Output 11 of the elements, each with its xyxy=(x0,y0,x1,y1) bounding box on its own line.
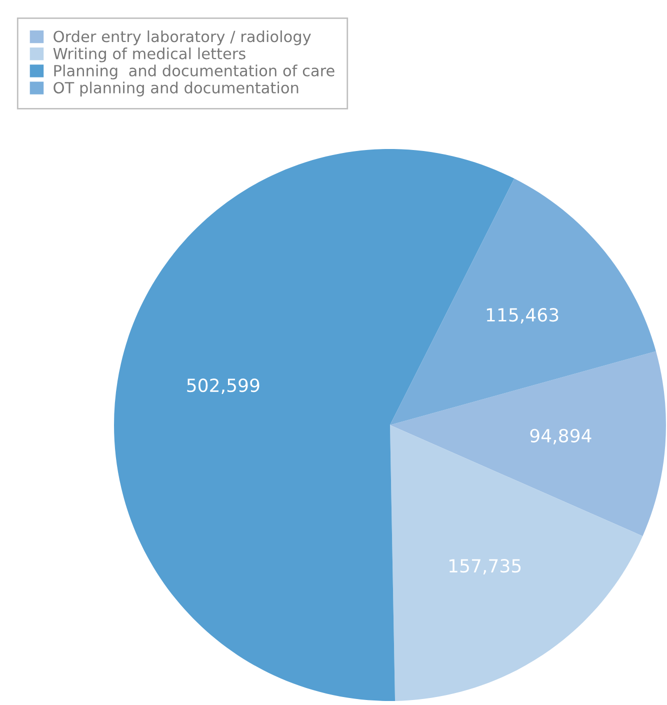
pie-slice xyxy=(390,425,643,701)
legend-label: Planning and documentation of care xyxy=(54,64,334,80)
legend-label: OT planning and documentation xyxy=(54,82,298,96)
legend-label: Writing of medical letters xyxy=(53,48,246,62)
data-label: 502,599 xyxy=(187,378,260,394)
pie-slice xyxy=(390,351,666,536)
data-label: 115,463 xyxy=(486,308,558,324)
pie-slice xyxy=(390,178,656,425)
legend-label: Order entry laboratory / radiology xyxy=(54,30,311,46)
data-label: 94,894 xyxy=(530,428,592,444)
data-label: 157,735 xyxy=(449,559,521,575)
